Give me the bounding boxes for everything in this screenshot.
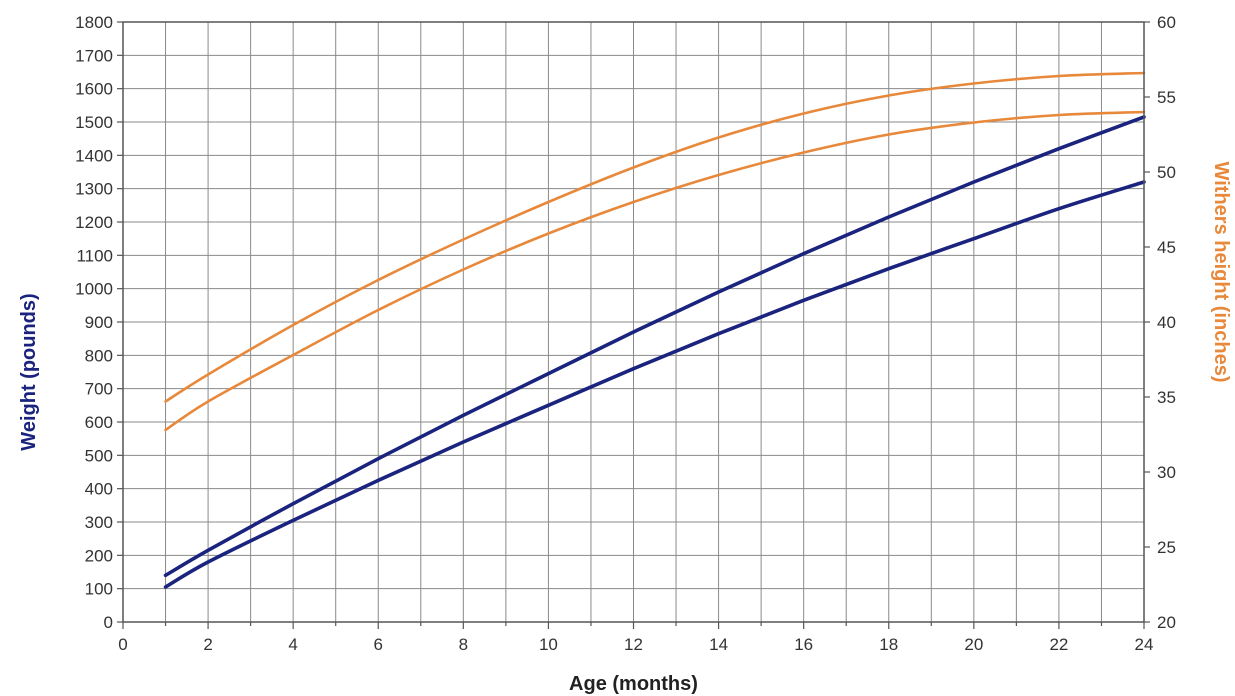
y-tick-label: 1100 [76, 246, 113, 265]
y-tick-label: 500 [85, 446, 113, 465]
plot-frame [117, 21, 1150, 629]
y-tick-label: 600 [85, 413, 113, 432]
left-axis-title: Weight (pounds) [18, 293, 40, 450]
right-axis-title: Withers height (inches) [1210, 162, 1232, 383]
y-tick-label: 800 [85, 346, 113, 365]
x-tick-label: 6 [374, 635, 383, 654]
x-tick-label: 4 [288, 635, 297, 654]
x-tick-label: 2 [203, 635, 212, 654]
x-axis-title: Age (months) [569, 673, 698, 695]
series-lines [163, 71, 1146, 589]
y2-tick-label: 35 [1157, 388, 1176, 407]
weight-line-2 [163, 180, 1146, 589]
x-tick-label: 24 [1135, 635, 1154, 654]
y-tick-label: 200 [85, 546, 113, 565]
y-tick-label: 1700 [75, 46, 113, 65]
x-tick-label: 0 [118, 635, 127, 654]
y-tick-label: 1600 [75, 80, 113, 99]
y-tick-label: 1200 [75, 213, 113, 232]
y-tick-label: 1500 [75, 113, 113, 132]
x-tick-label: 22 [1049, 635, 1068, 654]
y2-tick-label: 60 [1157, 13, 1176, 32]
y-tick-label: 300 [85, 513, 113, 532]
weight-line-1 [163, 115, 1146, 578]
y2-tick-label: 25 [1157, 538, 1176, 557]
y2-tick-label: 30 [1157, 463, 1176, 482]
y2-tick-label: 20 [1157, 613, 1176, 632]
grid [122, 21, 1145, 623]
y-tick-label: 700 [85, 380, 113, 399]
y-tick-label: 1000 [75, 280, 113, 299]
y-tick-label: 100 [85, 580, 113, 599]
y-tick-label: 1400 [75, 146, 113, 165]
x-tick-label: 16 [794, 635, 813, 654]
x-tick-label: 8 [459, 635, 468, 654]
x-tick-label: 14 [709, 635, 728, 654]
y-tick-label: 400 [85, 480, 113, 499]
height-line-3 [164, 71, 1146, 403]
y-tick-label: 1300 [75, 180, 113, 199]
y-tick-label: 0 [104, 613, 113, 632]
tick-labels: 0 2 4 6 8 10 12 14 16 18 20 22 240100200300400500600… [75, 13, 1176, 654]
y2-tick-label: 55 [1157, 88, 1176, 107]
y-tick-label: 900 [85, 313, 113, 332]
y2-tick-label: 45 [1157, 238, 1176, 257]
x-tick-label: 12 [624, 635, 643, 654]
height-line-4 [164, 110, 1146, 432]
y2-tick-label: 40 [1157, 313, 1176, 332]
x-tick-label: 18 [879, 635, 898, 654]
y2-tick-label: 50 [1157, 163, 1176, 182]
x-tick-label: 10 [539, 635, 558, 654]
x-tick-label: 20 [964, 635, 983, 654]
y-tick-label: 1800 [75, 13, 113, 32]
